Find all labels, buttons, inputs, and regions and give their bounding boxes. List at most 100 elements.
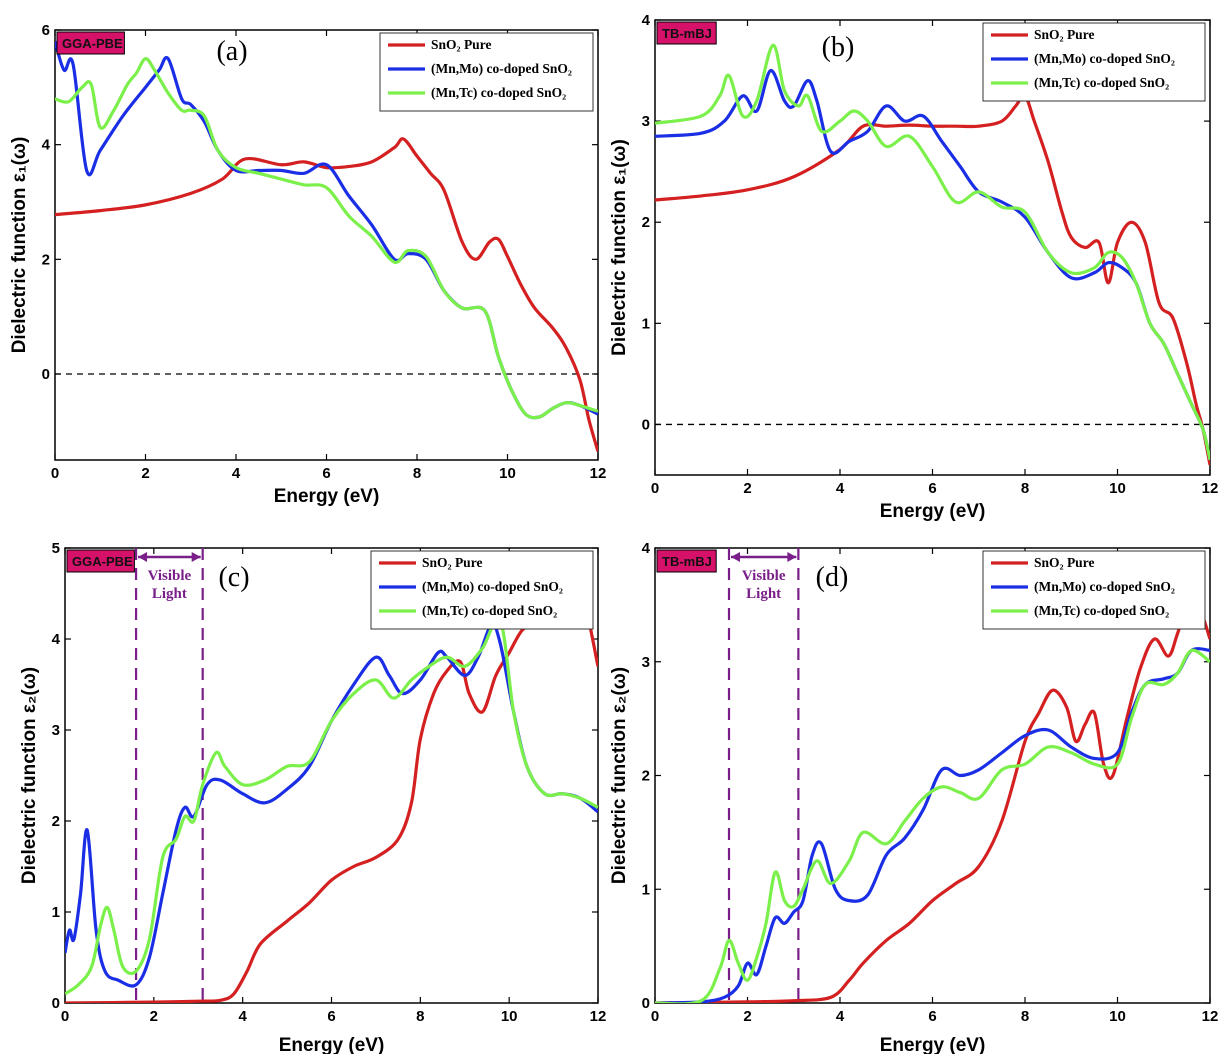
x-tick-label: 2 — [743, 480, 751, 497]
arrow-right-icon — [191, 552, 201, 562]
legend-label: SnO₂ Pure — [431, 37, 491, 52]
y-tick-label: 0 — [642, 995, 650, 1012]
x-tick-label: 10 — [499, 465, 516, 482]
x-tick-label: 8 — [413, 465, 421, 482]
method-tag — [66, 549, 135, 573]
method-label: TB-mBJ — [662, 554, 712, 569]
x-axis-title: Energy (eV) — [880, 501, 986, 522]
y-axis-title: Dielectric function ε₁(ω) — [609, 139, 630, 356]
y-axis-title: Dielectric function ε₁(ω) — [9, 137, 30, 354]
x-tick-label: 2 — [150, 1008, 158, 1025]
panel-label: (b) — [822, 32, 855, 63]
x-tick-label: 0 — [651, 1008, 659, 1025]
arrow-left-icon — [731, 552, 740, 562]
y-tick-label: 4 — [52, 631, 61, 648]
x-tick-label: 10 — [1109, 480, 1126, 497]
y-tick-label: 0 — [42, 366, 50, 383]
x-tick-label: 0 — [51, 465, 59, 482]
y-tick-label: 3 — [642, 113, 650, 130]
y-tick-label: 2 — [42, 251, 50, 268]
y-tick-label: 4 — [642, 540, 651, 557]
x-tick-label: 4 — [232, 465, 241, 482]
panel-label: (a) — [216, 36, 247, 67]
y-tick-label: 1 — [642, 881, 650, 898]
y-axis-title: Dielectric function ε₂(ω) — [19, 667, 40, 884]
arrow-right-icon — [787, 552, 797, 562]
x-tick-label: 2 — [743, 1008, 751, 1025]
x-tick-label: 10 — [1109, 1008, 1126, 1025]
series-line-mntc — [65, 617, 598, 996]
visible-label: Light — [746, 586, 781, 602]
legend-label: (Mn,Mo) co-doped SnO₂ — [1034, 579, 1175, 594]
x-tick-label: 4 — [836, 1008, 845, 1025]
arrow-left-icon — [138, 552, 148, 562]
x-tick-label: 12 — [590, 1008, 607, 1025]
legend-label: (Mn,Mo) co-doped SnO₂ — [431, 61, 572, 76]
x-tick-label: 8 — [1021, 480, 1029, 497]
legend-label: (Mn,Tc) co-doped SnO₂ — [422, 603, 557, 618]
x-tick-label: 4 — [836, 480, 845, 497]
y-tick-label: 0 — [642, 416, 650, 433]
y-tick-label: 6 — [42, 22, 50, 39]
y-axis-title: Dielectric function ε₂(ω) — [609, 667, 630, 884]
series-line-mntc — [655, 648, 1210, 1003]
x-tick-label: 12 — [1202, 480, 1219, 497]
method-label: TB-mBJ — [662, 26, 712, 41]
x-axis-title: Energy (eV) — [279, 1035, 385, 1054]
y-tick-label: 4 — [642, 12, 651, 29]
y-tick-label: 4 — [42, 137, 51, 154]
y-tick-label: 3 — [52, 722, 60, 739]
x-tick-label: 4 — [238, 1008, 247, 1025]
x-axis-title: Energy (eV) — [274, 486, 380, 507]
x-tick-label: 10 — [501, 1008, 518, 1025]
visible-label: Light — [152, 586, 187, 602]
series-line-mntc — [55, 57, 598, 420]
legend-label: (Mn,Mo) co-doped SnO₂ — [1034, 51, 1175, 66]
x-tick-label: 6 — [322, 465, 330, 482]
x-tick-label: 2 — [141, 465, 149, 482]
legend-label: (Mn,Tc) co-doped SnO₂ — [1034, 75, 1169, 90]
x-tick-label: 0 — [651, 480, 659, 497]
method-label: GGA-PBE — [62, 36, 123, 51]
y-tick-label: 1 — [52, 904, 60, 921]
series-line-pure — [655, 93, 1210, 466]
series-line-pure — [65, 587, 598, 1003]
x-tick-label: 6 — [928, 1008, 936, 1025]
method-label: GGA-PBE — [72, 554, 133, 569]
legend-label: (Mn,Mo) co-doped SnO₂ — [422, 579, 563, 594]
y-tick-label: 2 — [642, 214, 650, 231]
visible-label: Visible — [148, 568, 192, 584]
legend-label: (Mn,Tc) co-doped SnO₂ — [431, 85, 566, 100]
y-tick-label: 3 — [642, 654, 650, 671]
series-line-pure — [55, 137, 598, 452]
y-tick-label: 1 — [642, 315, 650, 332]
x-tick-label: 8 — [1021, 1008, 1029, 1025]
legend-label: SnO₂ Pure — [1034, 555, 1094, 570]
x-tick-label: 12 — [590, 465, 607, 482]
series-line-mnmo — [655, 647, 1210, 1003]
x-tick-label: 6 — [327, 1008, 335, 1025]
series-line-mnmo — [65, 623, 598, 988]
visible-label: Visible — [742, 568, 786, 584]
legend-label: SnO₂ Pure — [1034, 27, 1094, 42]
x-tick-label: 6 — [928, 480, 936, 497]
x-tick-label: 12 — [1202, 1008, 1219, 1025]
chart-panel-a: 0 2 4 6 8 10 12 0 2 4 6 GGA-PBE (a) SnO₂ Pure (Mn,Mo) … — [9, 22, 606, 507]
x-tick-label: 8 — [416, 1008, 424, 1025]
method-tag — [656, 549, 717, 573]
method-tag — [56, 31, 125, 55]
legend-label: (Mn,Tc) co-doped SnO₂ — [1034, 603, 1169, 618]
y-tick-label: 0 — [52, 995, 60, 1012]
y-tick-label: 2 — [642, 768, 650, 785]
series-line-mntc — [655, 43, 1210, 461]
y-tick-label: 2 — [52, 813, 60, 830]
panel-label: (c) — [218, 562, 249, 593]
method-tag — [656, 21, 717, 45]
panel-label: (d) — [816, 562, 849, 593]
x-tick-label: 0 — [61, 1008, 69, 1025]
y-tick-label: 5 — [52, 540, 60, 557]
x-axis-title: Energy (eV) — [880, 1035, 986, 1054]
